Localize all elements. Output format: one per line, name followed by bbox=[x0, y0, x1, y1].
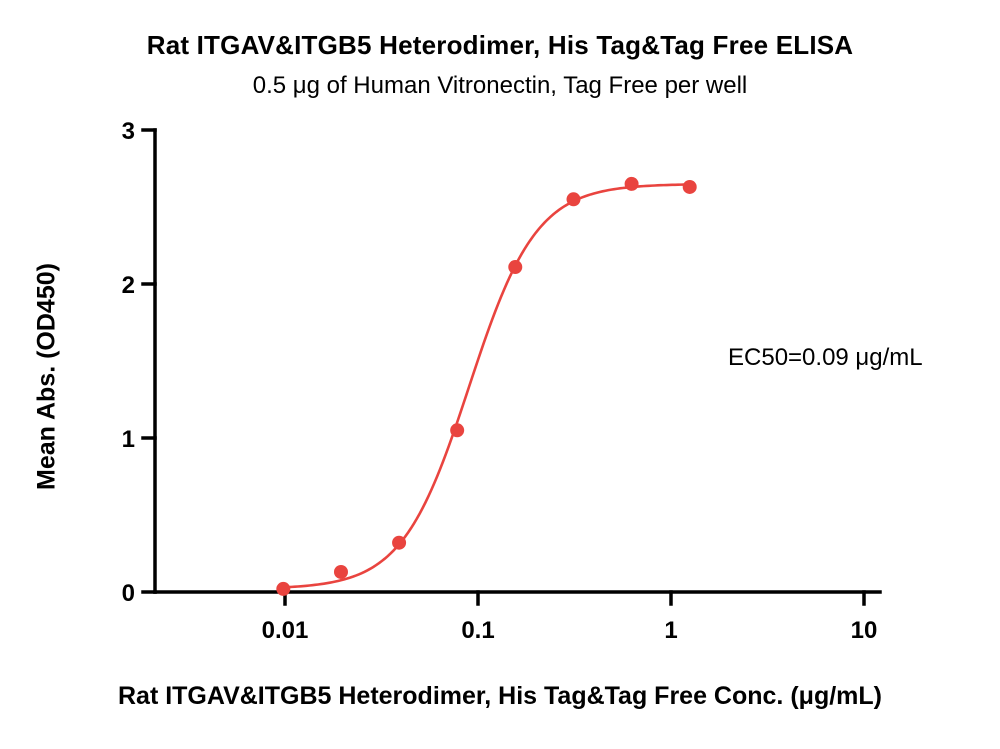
x-axis-label: Rat ITGAV&ITGB5 Heterodimer, His Tag&Tag… bbox=[117, 682, 882, 710]
svg-text:0: 0 bbox=[122, 580, 135, 607]
chart-subtitle: 0.5 μg of Human Vitronectin, Tag Free pe… bbox=[252, 72, 748, 99]
svg-text:1: 1 bbox=[664, 617, 677, 644]
svg-text:3: 3 bbox=[122, 118, 135, 145]
svg-text:0.01: 0.01 bbox=[262, 617, 309, 644]
chart-title: Rat ITGAV&ITGB5 Heterodimer, His Tag&Tag… bbox=[146, 30, 854, 60]
ec50-annotation: EC50=0.09 μg/mL bbox=[728, 344, 923, 371]
svg-text:0.1: 0.1 bbox=[461, 617, 494, 644]
svg-text:10: 10 bbox=[851, 617, 878, 644]
svg-text:2: 2 bbox=[122, 272, 135, 299]
svg-text:1: 1 bbox=[122, 426, 135, 453]
